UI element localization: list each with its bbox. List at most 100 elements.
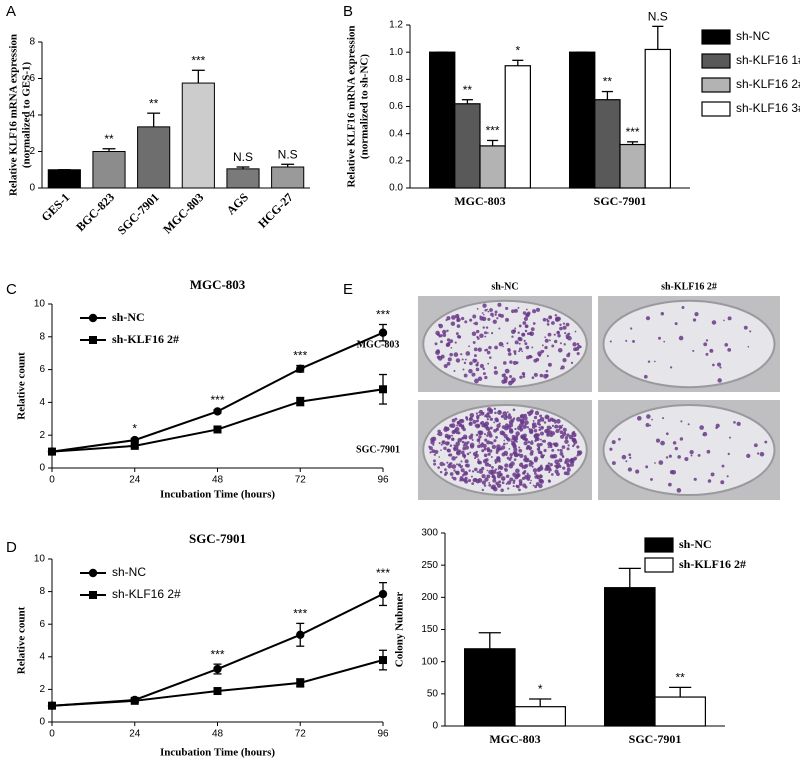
colony-dot: [533, 472, 537, 475]
colony-dot: [569, 462, 575, 467]
colony-dot: [534, 410, 540, 416]
colony-dot: [525, 447, 529, 450]
colony-dot: [476, 470, 479, 474]
colony-dot: [487, 310, 490, 313]
y-tick-label: 2: [39, 430, 45, 441]
colony-dot: [504, 463, 509, 468]
colony-dot: [500, 488, 504, 493]
colony-dot: [493, 407, 497, 410]
colony-dot: [524, 324, 529, 329]
colony-dot: [486, 332, 489, 334]
colony-dot: [524, 420, 529, 425]
colony-dot: [475, 433, 479, 437]
data-point: [213, 664, 222, 674]
colony-dot: [486, 474, 489, 477]
legend-label: sh-KLF16 2#: [112, 332, 179, 346]
colony-dot: [660, 440, 665, 446]
colony-dot: [540, 452, 543, 455]
colony-dot: [503, 439, 506, 442]
colony-dot: [498, 480, 502, 484]
colony-dot: [554, 317, 560, 322]
data-point: [296, 678, 305, 687]
colony-dot: [724, 343, 729, 347]
colony-dot: [564, 331, 567, 335]
y-axis-label: Relative KLF16 mRNA expression: [8, 34, 20, 196]
y-tick-label: 0: [39, 463, 45, 474]
colony-dot: [552, 453, 558, 459]
colony-dot: [476, 363, 479, 366]
colony-dot: [556, 472, 560, 477]
colony-dot: [636, 415, 642, 421]
colony-dot: [471, 482, 475, 486]
x-tick-label: 0: [49, 475, 55, 486]
colony-dot: [539, 414, 543, 418]
colony-dot: [524, 485, 528, 489]
colony-dot: [747, 345, 750, 348]
colony-dot: [753, 443, 758, 448]
legend-swatch: [701, 77, 731, 93]
colony-dot: [716, 362, 722, 367]
colony-dot: [507, 413, 511, 417]
colony-dot: [488, 469, 493, 475]
colony-dot: [483, 423, 487, 427]
colony-dot: [570, 459, 575, 464]
colony-dot: [515, 484, 519, 488]
colony-dot: [543, 421, 547, 424]
significance-label: ***: [293, 607, 307, 621]
colony-dot: [490, 455, 493, 458]
y-tick-label: 1.2: [389, 20, 403, 31]
colony-dot: [508, 458, 512, 461]
colony-dot: [577, 450, 580, 454]
colony-dot: [628, 453, 632, 457]
colony-dot: [523, 455, 527, 459]
colony-dot: [705, 352, 709, 356]
colony-dot: [726, 475, 729, 478]
colony-dot: [543, 373, 548, 379]
colony-dot: [506, 342, 509, 345]
colony-dot: [653, 360, 656, 363]
significance-label: **: [104, 132, 114, 146]
y-axis-label: (normalized to sh-NC): [359, 54, 371, 159]
colony-dot: [611, 461, 616, 466]
legend-swatch: [701, 29, 731, 45]
colony-dot: [712, 363, 715, 367]
colony-dot: [481, 480, 486, 485]
colony-dot: [484, 308, 487, 312]
colony-dot: [677, 455, 681, 459]
legend-label: sh-NC: [736, 29, 770, 43]
colony-dot: [507, 487, 510, 490]
colony-dot: [526, 474, 531, 479]
colony-dot: [435, 330, 440, 336]
colony-dot: [519, 453, 524, 458]
colony-dot: [449, 444, 453, 447]
colony-dot: [689, 449, 694, 455]
bar: [454, 103, 481, 189]
colony-dot: [528, 428, 534, 434]
y-tick-label: 0.0: [389, 183, 403, 194]
colony-dot: [538, 448, 541, 451]
colony-dot: [507, 352, 512, 356]
y-tick-label: 150: [421, 624, 438, 635]
colony-dot: [690, 454, 693, 457]
colony-dot: [445, 441, 450, 446]
colony-dot: [507, 381, 513, 386]
legend-swatch: [701, 101, 731, 117]
colony-dot: [663, 340, 666, 343]
colony-dot: [676, 488, 682, 493]
colony-dot: [549, 444, 552, 447]
colony-dot: [489, 308, 493, 312]
colony-dot: [452, 437, 455, 441]
y-tick-label: 50: [427, 688, 439, 699]
colony-dot: [491, 465, 494, 469]
bar: [568, 51, 596, 189]
colony-dot: [553, 333, 556, 336]
colony-dot: [498, 341, 504, 347]
colony-dot: [455, 471, 460, 476]
colony-dot: [702, 431, 708, 437]
colony-dot: [548, 471, 551, 474]
colony-dot: [496, 317, 499, 320]
panel-letter: B: [343, 3, 353, 20]
colony-dot: [474, 378, 479, 384]
colony-dot: [494, 411, 497, 415]
colony-dot: [759, 451, 765, 457]
